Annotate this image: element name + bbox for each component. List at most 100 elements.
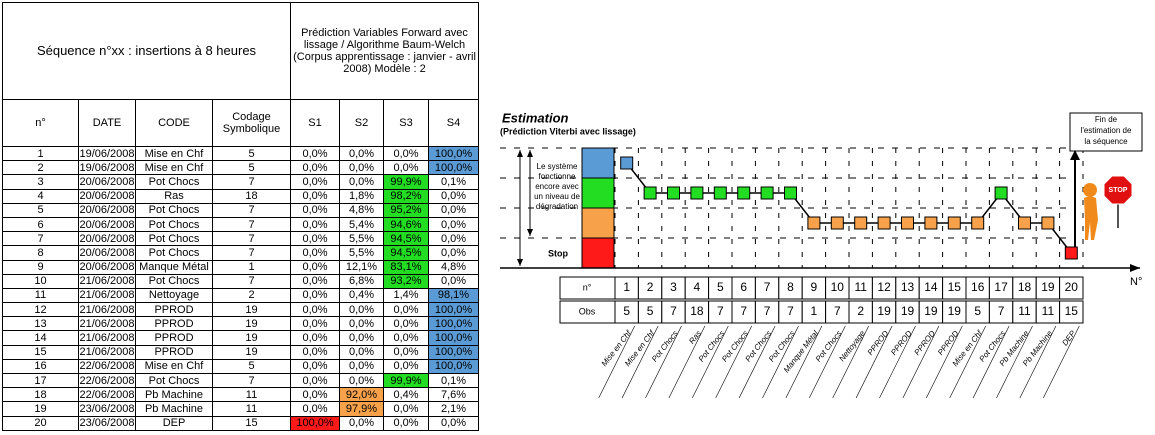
code-label: DEP [1060, 328, 1078, 347]
table-cell: Mise en Chf [135, 145, 213, 162]
table-cell: 22/06/2008 [78, 387, 136, 403]
obs-value: 19 [901, 304, 915, 318]
table-cell: 0,0% [383, 302, 429, 318]
n-value: 6 [740, 280, 747, 294]
state-node [667, 186, 680, 200]
table-cell: 94,6% [383, 216, 429, 233]
table-cell: 20/06/2008 [78, 202, 136, 218]
cell [1059, 276, 1084, 300]
state-node [994, 186, 1008, 200]
table-cell: 23/06/2008 [78, 415, 136, 431]
table-cell: Pb Machine [135, 387, 213, 403]
axis-arrow [1130, 264, 1140, 272]
column-header: n° [2, 99, 79, 147]
n-value: 18 [1018, 280, 1032, 294]
table-cell: 19/06/2008 [78, 145, 136, 162]
state-node [971, 216, 985, 230]
viterbi-diagram: Estimation(Prédiction Viterbi avec lissa… [500, 110, 1143, 399]
n-value: 15 [948, 280, 962, 294]
table-cell: 0,0% [290, 188, 340, 204]
table-cell: 98,1% [428, 287, 479, 304]
table-row: 8 20/06/2008 Pot Chocs 7 0,0% 5,5% 94,5% 0,0% [2, 245, 479, 261]
table-cell: 20/06/2008 [78, 216, 136, 233]
table-cell: 100,0% [428, 316, 479, 332]
n-value: 7 [764, 280, 771, 294]
table-cell: 12,1% [339, 259, 384, 275]
table-cell: 4,8% [428, 259, 479, 275]
code-slash [645, 325, 682, 399]
table-cell: PPROD [135, 344, 213, 360]
table-cell: 99,9% [383, 372, 429, 389]
obs-value: 1 [811, 304, 818, 318]
table-cell: 16 [2, 358, 79, 375]
table-cell: 7 [212, 372, 291, 389]
table-cell: 100,0% [290, 415, 340, 431]
table-cell: 1,4% [383, 287, 429, 304]
table-cell: 83,1% [383, 259, 429, 275]
table-cell: 93,2% [383, 273, 429, 289]
table-cell: 1 [2, 145, 79, 162]
column-row: n° DATE CODE Codage Symbolique S1 S2 S3 S4 [2, 99, 479, 147]
table-cell: Pot Chocs [135, 202, 213, 218]
obs-value: 7 [998, 304, 1005, 318]
table-cell: 94,5% [383, 245, 429, 261]
code-slash [949, 325, 986, 399]
table-cell: Pot Chocs [135, 174, 213, 190]
state-node [924, 216, 938, 230]
table-cell: Pot Chocs [135, 273, 213, 289]
table-cell: Pot Chocs [135, 245, 213, 261]
state-node [713, 186, 727, 200]
table-cell: 0,0% [383, 330, 429, 346]
code-slash [879, 325, 916, 399]
obs-value: 7 [764, 304, 771, 318]
table-cell: Nettoyage [135, 287, 213, 304]
table-cell: 19 [2, 401, 79, 417]
column-header: Codage Symbolique [212, 99, 291, 147]
table-cell: 5 [212, 358, 291, 375]
table-cell: 7 [212, 216, 291, 233]
table-cell: 22/06/2008 [78, 358, 136, 375]
table-row: 4 20/06/2008 Ras 18 0,0% 1,8% 98,2% 0,0% [2, 188, 479, 204]
state-box [581, 177, 615, 209]
table-title: Séquence n°xx : insertions à 8 heures [2, 2, 291, 100]
obs-value: 7 [670, 304, 677, 318]
table-cell: 6,8% [339, 273, 384, 289]
axis-label: N° [1130, 276, 1142, 288]
table-cell: Pot Chocs [135, 372, 213, 389]
table-cell: 100,0% [428, 160, 479, 176]
table-cell: 20/06/2008 [78, 245, 136, 261]
table-cell: 100,0% [428, 330, 479, 346]
table-cell: 0,0% [428, 202, 479, 218]
n-value: 16 [971, 280, 985, 294]
n-value: 19 [1041, 280, 1055, 294]
table-cell: 0,0% [290, 302, 340, 318]
table-cell: 0,0% [290, 344, 340, 360]
n-value: 13 [901, 280, 915, 294]
table-cell: 7 [212, 231, 291, 247]
code-slash [972, 325, 1010, 399]
n-value: 5 [717, 280, 724, 294]
obs-value: 7 [717, 304, 724, 318]
table-cell: PPROD [135, 316, 213, 332]
obs-value: 2 [857, 304, 864, 318]
table-cell: 21/06/2008 [78, 302, 136, 318]
table-cell: 0,0% [428, 245, 479, 261]
table-row: 18 22/06/2008 Pb Machine 11 0,0% 92,0% 0,4% 7,6… [2, 387, 479, 403]
column-header: DATE [78, 99, 136, 147]
state-node [784, 186, 797, 200]
table-cell: 18 [212, 188, 291, 204]
column-header: CODE [135, 99, 213, 147]
n-value: 17 [994, 280, 1008, 294]
table-cell: 0,4% [339, 287, 384, 304]
table-cell: 0,0% [290, 372, 340, 389]
table-cell: 13 [2, 316, 79, 332]
n-value: 9 [811, 280, 818, 294]
table-cell: 11 [212, 387, 291, 403]
table-row: 11 21/06/2008 Nettoyage 2 0,0% 0,4% 1,4% 98,1% [2, 287, 479, 304]
table-cell: 0,0% [383, 401, 429, 417]
table-cell: 0,0% [383, 415, 429, 431]
table-row: 9 20/06/2008 Manque Métal 1 0,0% 12,1% 83,1% 4,… [2, 259, 479, 275]
state-node [877, 216, 891, 230]
n-value: 10 [831, 280, 845, 294]
